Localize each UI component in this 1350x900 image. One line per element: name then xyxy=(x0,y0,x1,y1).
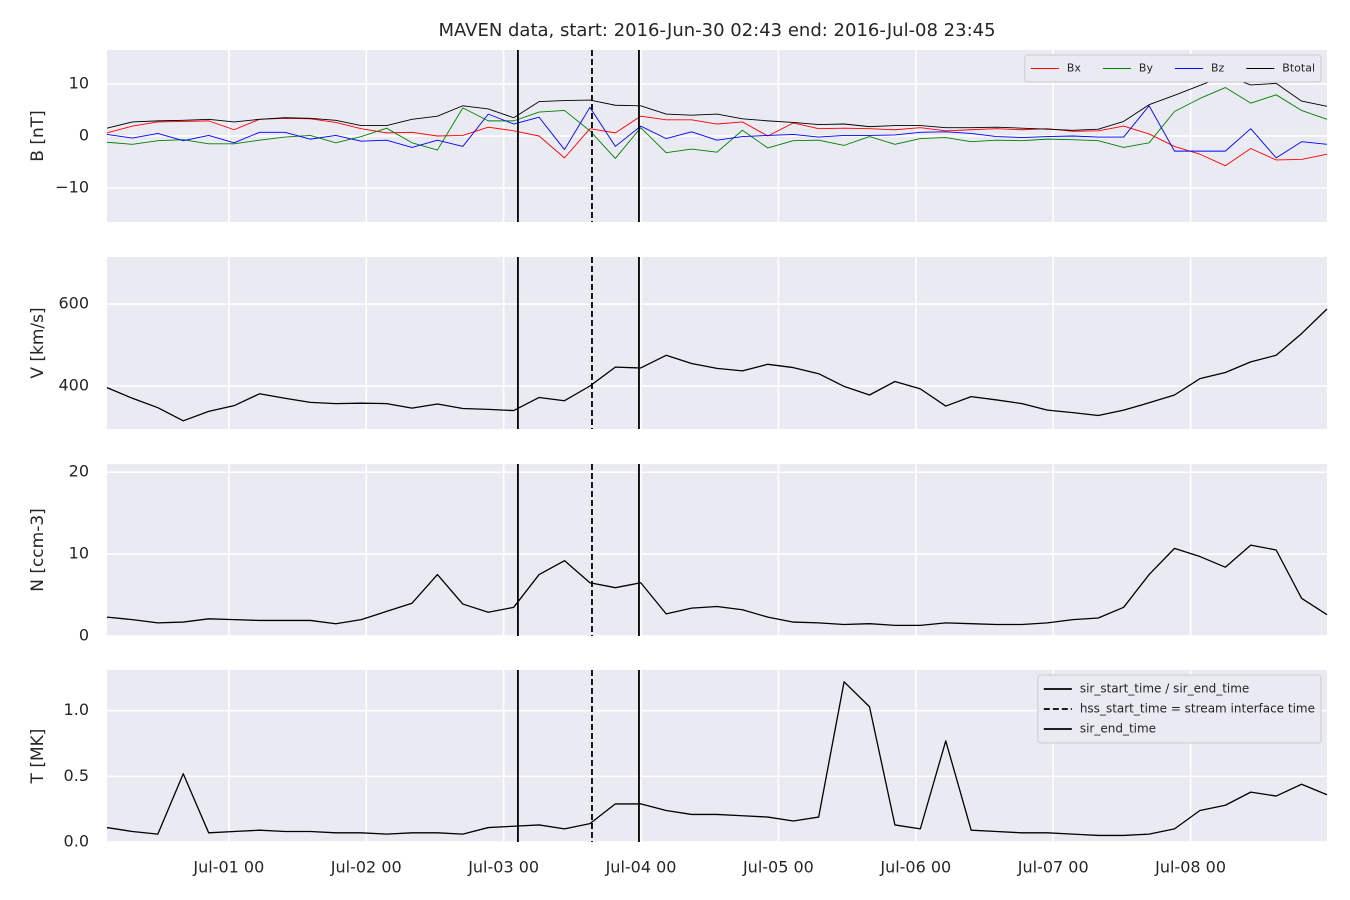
y-axis-label: N [ccm-3] xyxy=(28,508,48,592)
y-axis-label: V [km/s] xyxy=(28,307,48,378)
y-axis-label: T [MK] xyxy=(28,729,48,785)
legend-label: Btotal xyxy=(1282,62,1315,75)
data-line xyxy=(106,115,1328,167)
y-tick-label: 0 xyxy=(79,126,89,145)
x-tick-label: Jul-04 00 xyxy=(605,858,677,877)
y-tick-label: −10 xyxy=(55,178,89,197)
legend-box xyxy=(1037,674,1322,744)
legend-label: sir_start_time / sir_end_time xyxy=(1080,682,1250,696)
legend-box xyxy=(1024,54,1322,83)
y-tick-label: 20 xyxy=(69,462,89,481)
y-tick-label: 0.5 xyxy=(64,766,89,785)
x-tick-label: Jul-06 00 xyxy=(879,858,951,877)
legend: Bx By Bz Btotal xyxy=(1024,54,1322,83)
x-tick-label: Jul-01 00 xyxy=(192,858,264,877)
x-tick-label: Jul-07 00 xyxy=(1017,858,1089,877)
data-line xyxy=(106,105,1328,159)
legend-label: hss_start_time = stream interface time xyxy=(1080,702,1315,716)
y-tick-label: 400 xyxy=(58,376,89,395)
data-line xyxy=(106,75,1328,131)
legend-label: Bz xyxy=(1211,62,1225,75)
data-line xyxy=(106,87,1328,159)
data-line xyxy=(106,544,1328,626)
y-tick-label: 600 xyxy=(58,294,89,313)
plot-background xyxy=(107,257,1327,429)
data-line xyxy=(106,681,1328,837)
legend-label: Bx xyxy=(1067,62,1082,75)
data-line xyxy=(106,308,1328,422)
figure-title: MAVEN data, start: 2016-Jun-30 02:43 end… xyxy=(438,20,995,41)
y-tick-label: 0.0 xyxy=(64,832,89,851)
x-tick-label: Jul-03 00 xyxy=(467,858,539,877)
x-tick-label: Jul-02 00 xyxy=(330,858,402,877)
plot-background xyxy=(107,464,1327,636)
legend-label: By xyxy=(1139,62,1154,75)
y-tick-label: 1.0 xyxy=(64,700,89,719)
x-tick-label: Jul-05 00 xyxy=(742,858,814,877)
legend: sir_start_time / sir_end_time hss_start_t… xyxy=(1037,674,1322,744)
legend-label: sir_end_time xyxy=(1080,722,1156,736)
y-tick-label: 10 xyxy=(69,73,89,92)
x-tick-label: Jul-08 00 xyxy=(1154,858,1226,877)
y-axis-label: B [nT] xyxy=(28,110,48,162)
y-tick-label: 10 xyxy=(69,544,89,563)
y-tick-label: 0 xyxy=(79,626,89,645)
